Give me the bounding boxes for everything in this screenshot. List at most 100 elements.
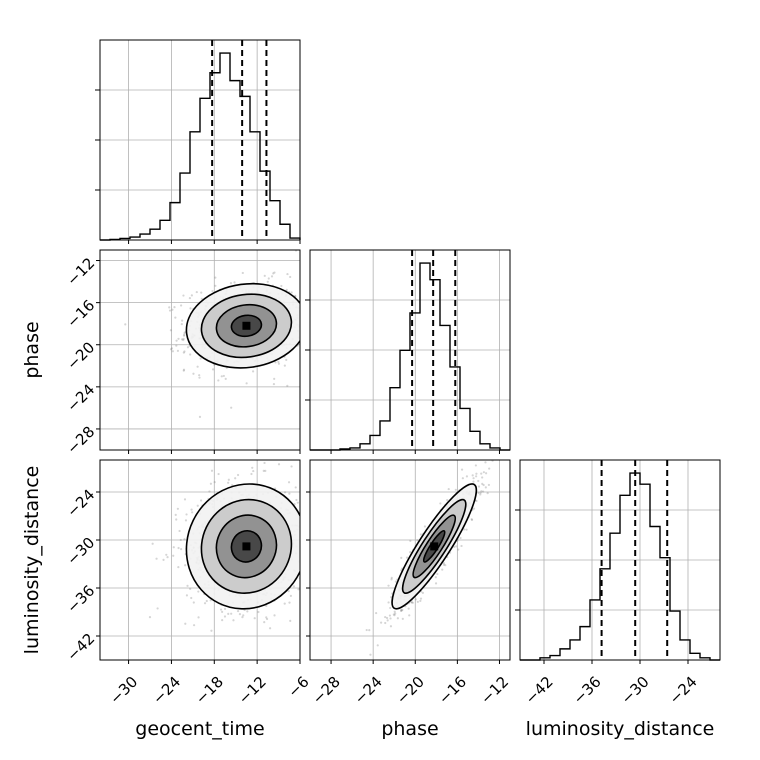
sample-point bbox=[171, 350, 174, 353]
sample-point bbox=[223, 607, 227, 611]
sample-point bbox=[184, 519, 188, 522]
sample-point bbox=[169, 348, 173, 351]
sample-point bbox=[335, 321, 337, 323]
sample-point bbox=[284, 491, 287, 494]
sample-point bbox=[190, 508, 193, 511]
sample-point bbox=[387, 601, 390, 604]
sample-point bbox=[242, 614, 245, 617]
hist-step-geocent_time bbox=[100, 52, 301, 241]
sample-point bbox=[162, 558, 165, 561]
sample-point bbox=[405, 556, 409, 559]
sample-point bbox=[288, 492, 291, 495]
hist-panel-luminosity_distance bbox=[515, 459, 721, 664]
joint-inner bbox=[365, 460, 494, 656]
sample-point bbox=[436, 572, 439, 576]
sample-point bbox=[175, 518, 178, 521]
joint-panel-phase-luminosity_distance bbox=[306, 459, 511, 664]
sample-point bbox=[262, 469, 265, 472]
sample-point bbox=[174, 513, 177, 516]
sample-point bbox=[394, 580, 398, 583]
sample-point bbox=[172, 554, 175, 557]
sample-point bbox=[482, 471, 485, 474]
sample-point bbox=[459, 536, 462, 540]
sample-point bbox=[290, 291, 293, 294]
sample-point bbox=[304, 306, 306, 308]
sample-point bbox=[263, 274, 266, 277]
sample-point bbox=[480, 490, 483, 493]
sample-point bbox=[385, 616, 389, 620]
sample-point bbox=[253, 617, 256, 620]
sample-point bbox=[241, 616, 244, 619]
sample-point bbox=[252, 469, 255, 473]
x-tick-label-phase: −28 bbox=[309, 673, 344, 708]
ylabel-phase: phase bbox=[21, 321, 43, 378]
density-peak bbox=[430, 542, 439, 551]
sample-point bbox=[447, 487, 450, 491]
sample-point bbox=[257, 610, 260, 614]
sample-point bbox=[174, 316, 177, 319]
sample-point bbox=[472, 507, 476, 510]
hist-step-luminosity_distance bbox=[520, 472, 720, 661]
sample-point bbox=[273, 271, 276, 274]
x-tick-label-geocent_time: −6 bbox=[284, 673, 312, 701]
sample-point bbox=[384, 615, 387, 619]
sample-point bbox=[230, 612, 233, 615]
sample-point bbox=[410, 601, 413, 604]
sample-point bbox=[336, 290, 338, 292]
sample-point bbox=[471, 474, 474, 477]
sample-point bbox=[304, 516, 306, 518]
sample-point bbox=[290, 465, 293, 468]
sample-point bbox=[221, 619, 224, 622]
x-tick-label-geocent_time: −12 bbox=[235, 673, 270, 708]
sample-point bbox=[296, 501, 299, 504]
sample-point bbox=[439, 502, 442, 505]
sample-point bbox=[301, 339, 303, 341]
sample-point bbox=[384, 621, 387, 625]
sample-point bbox=[472, 480, 475, 483]
sample-point bbox=[176, 349, 180, 352]
sample-point bbox=[183, 333, 186, 336]
sample-point bbox=[230, 406, 233, 409]
sample-point bbox=[196, 504, 199, 507]
sample-point bbox=[302, 339, 304, 341]
sample-point bbox=[268, 627, 272, 630]
sample-point bbox=[186, 584, 189, 587]
sample-point bbox=[393, 610, 396, 613]
x-tick-label-geocent_time: −18 bbox=[192, 673, 227, 708]
sample-point bbox=[183, 350, 186, 353]
sample-point bbox=[213, 481, 216, 484]
sample-point bbox=[273, 377, 276, 380]
sample-point bbox=[314, 547, 316, 549]
sample-point bbox=[317, 324, 319, 326]
sample-point bbox=[277, 463, 281, 466]
sample-point bbox=[419, 597, 423, 600]
sample-point bbox=[285, 288, 288, 291]
sample-point bbox=[313, 542, 315, 544]
sample-point bbox=[188, 297, 192, 300]
sample-point bbox=[184, 564, 187, 567]
sample-point bbox=[177, 566, 180, 569]
sample-point bbox=[210, 469, 214, 472]
sample-point bbox=[322, 542, 324, 544]
sample-point bbox=[368, 628, 371, 632]
sample-point bbox=[169, 329, 173, 332]
sample-point bbox=[274, 361, 277, 364]
sample-point bbox=[484, 461, 487, 464]
sample-point bbox=[241, 271, 244, 275]
sample-point bbox=[477, 485, 481, 488]
sample-point bbox=[189, 587, 192, 590]
sample-point bbox=[246, 610, 249, 613]
joint-inner bbox=[124, 250, 338, 418]
sample-point bbox=[311, 331, 313, 333]
sample-point bbox=[177, 337, 180, 340]
sample-point bbox=[300, 580, 302, 582]
sample-point bbox=[245, 382, 248, 385]
sample-point bbox=[434, 582, 438, 585]
sample-point bbox=[434, 576, 437, 579]
sample-point bbox=[461, 477, 464, 480]
sample-point bbox=[379, 621, 383, 624]
sample-point bbox=[312, 321, 314, 323]
sample-point bbox=[481, 476, 484, 479]
sample-point bbox=[265, 604, 268, 608]
x-tick-label-phase: −20 bbox=[393, 673, 428, 708]
